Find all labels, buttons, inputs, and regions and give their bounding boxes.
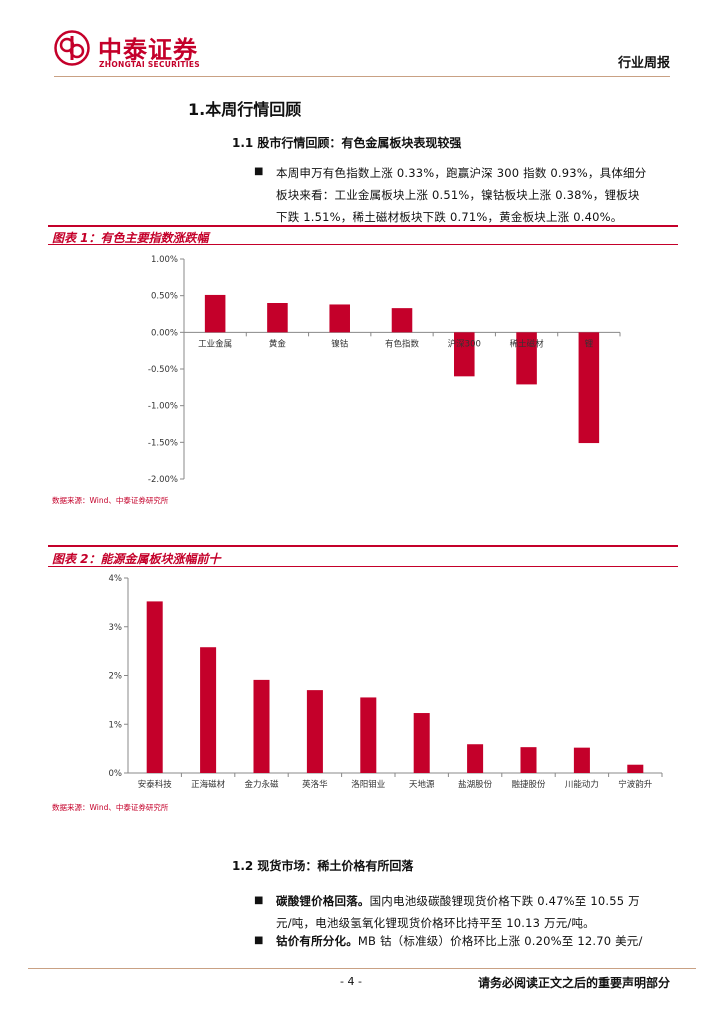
x-tick-label: 川能动力 xyxy=(565,779,599,790)
footer-divider xyxy=(28,968,696,969)
y-tick-label: 3% xyxy=(109,623,123,633)
bar xyxy=(267,303,288,333)
x-tick-label: 金力永磁 xyxy=(244,779,279,790)
bar xyxy=(454,332,475,377)
x-tick-label: 天地源 xyxy=(409,779,435,790)
bar xyxy=(391,308,413,333)
x-tick-label: 英洛华 xyxy=(302,779,328,790)
y-tick-label: 4% xyxy=(109,574,123,584)
bar xyxy=(578,332,600,444)
figure-2-top-rule xyxy=(48,545,678,547)
y-tick-label: 2% xyxy=(109,672,123,682)
x-tick-label: 宁波韵升 xyxy=(618,779,653,790)
x-tick-label: 沪深300 xyxy=(448,338,481,349)
bullet-square-icon: ■ xyxy=(254,895,264,906)
paragraph-line: 元/吨，电池级氢氧化锂现货价格环比持平至 10.13 万元/吨。 xyxy=(276,916,595,930)
y-tick-label: -1.00% xyxy=(148,402,178,412)
figure-1-caption: 图表 1：有色主要指数涨跌幅 xyxy=(52,231,209,245)
x-tick-label: 有色指数 xyxy=(385,338,420,349)
report-type-label: 行业周报 xyxy=(617,56,670,71)
figure-2-caption: 图表 2：能源金属板块涨幅前十 xyxy=(52,552,221,566)
x-tick-label: 盐湖股份 xyxy=(458,779,493,790)
header-divider xyxy=(54,76,670,77)
page-number: - 4 - xyxy=(340,975,362,988)
x-tick-label: 正海磁材 xyxy=(191,779,226,790)
lithium-paragraph: 碳酸锂价格回落。国内电池级碳酸锂现货价格下跌 0.47%至 10.55 万 元/… xyxy=(276,890,672,934)
figure-1-caption-rule xyxy=(48,244,678,245)
lithium-text: 国内电池级碳酸锂现货价格下跌 0.47%至 10.55 万 xyxy=(369,894,640,908)
bullet-square-icon: ■ xyxy=(254,166,264,177)
bar xyxy=(520,747,537,773)
lithium-lead: 碳酸锂价格回落。 xyxy=(276,894,370,908)
x-tick-label: 安泰科技 xyxy=(138,779,173,790)
figure-1-source: 数据来源：Wind、中泰证券研究所 xyxy=(52,496,169,505)
bar xyxy=(467,744,484,773)
subsection-title-1-1: 1.1 股市行情回顾：有色金属板块表现较强 xyxy=(232,136,462,150)
bar xyxy=(516,332,537,385)
y-tick-label: 1.00% xyxy=(151,255,178,265)
figure-1-chart: 1.00% 0.50% 0.00% -0.50% -1.00% -1.50% -2.00% 工… xyxy=(48,248,678,488)
x-tick-label: 镍钴 xyxy=(331,338,349,349)
bar xyxy=(627,764,644,773)
cobalt-text: MB 钴（标准级）价格环比上涨 0.20%至 12.70 美元/ xyxy=(357,934,643,948)
chart-2-svg: 4% 3% 2% 1% 0% 安泰科技 正海磁材 金力永磁 英洛华 洛阳钼业 天地源 盐湖股份 融捷股份… xyxy=(109,574,663,790)
section-title: 1.本周行情回顾 xyxy=(188,100,302,119)
zhongtai-logo-icon xyxy=(54,30,90,66)
x-tick-label: 锂 xyxy=(585,338,594,349)
disclaimer-text: 请务必阅读正文之后的重要声明部分 xyxy=(477,976,670,990)
bar xyxy=(573,747,590,773)
y-tick-label: 0.00% xyxy=(151,328,178,338)
company-name-cn: 中泰证券 xyxy=(98,36,198,64)
bar xyxy=(253,679,270,773)
figure-2-caption-rule xyxy=(48,566,678,567)
subsection-title-1-2: 1.2 现货市场：稀土价格有所回落 xyxy=(232,859,414,873)
figure-2-chart: 4% 3% 2% 1% 0% 安泰科技 正海磁材 金力永磁 英洛华 洛阳钼业 天地源 盐湖股份 融捷股份… xyxy=(48,570,678,795)
paragraph-line: 板块来看：工业金属板块上涨 0.51%，镍钴板块上涨 0.38%，锂板块 xyxy=(276,188,640,202)
bar xyxy=(200,647,217,773)
x-tick-label: 稀土磁材 xyxy=(510,338,545,349)
x-tick-label: 洛阳钼业 xyxy=(351,779,385,790)
company-name-en: ZHONGTAI SECURITIES xyxy=(99,60,200,69)
bar xyxy=(204,294,226,333)
bar xyxy=(413,713,430,773)
y-tick-label: -2.00% xyxy=(148,475,178,485)
bullet-square-icon: ■ xyxy=(254,935,264,946)
y-tick-label: 1% xyxy=(109,720,123,730)
x-tick-label: 黄金 xyxy=(269,338,287,349)
bar xyxy=(360,697,377,773)
y-tick-label: -1.50% xyxy=(148,438,178,448)
figure-2-source: 数据来源：Wind、中泰证券研究所 xyxy=(52,803,169,812)
cobalt-paragraph: 钴价有所分化。MB 钴（标准级）价格环比上涨 0.20%至 12.70 美元/ xyxy=(276,930,672,952)
cobalt-lead: 钴价有所分化。 xyxy=(276,934,358,948)
y-tick-label: 0.50% xyxy=(151,292,178,302)
bar xyxy=(329,304,350,333)
x-tick-label: 工业金属 xyxy=(198,338,232,349)
bar xyxy=(306,690,323,773)
figure-1-top-rule xyxy=(48,225,678,227)
market-review-paragraph: 本周申万有色指数上涨 0.33%，跑赢沪深 300 指数 0.93%，具体细分 … xyxy=(276,162,672,228)
paragraph-line: 碳酸锂价格回落。国内电池级碳酸锂现货价格下跌 0.47%至 10.55 万 xyxy=(276,890,672,912)
chart-1-svg: 1.00% 0.50% 0.00% -0.50% -1.00% -1.50% -2.00% 工… xyxy=(148,255,621,485)
x-tick-label: 融捷股份 xyxy=(511,779,546,790)
y-tick-label: -0.50% xyxy=(148,365,178,375)
bar xyxy=(146,601,163,773)
paragraph-line: 本周申万有色指数上涨 0.33%，跑赢沪深 300 指数 0.93%，具体细分 xyxy=(276,166,647,180)
paragraph-line: 钴价有所分化。MB 钴（标准级）价格环比上涨 0.20%至 12.70 美元/ xyxy=(276,930,672,952)
paragraph-line: 下跌 1.51%，稀土磁材板块下跌 0.71%，黄金板块上涨 0.40%。 xyxy=(276,210,623,224)
y-tick-label: 0% xyxy=(109,769,123,779)
